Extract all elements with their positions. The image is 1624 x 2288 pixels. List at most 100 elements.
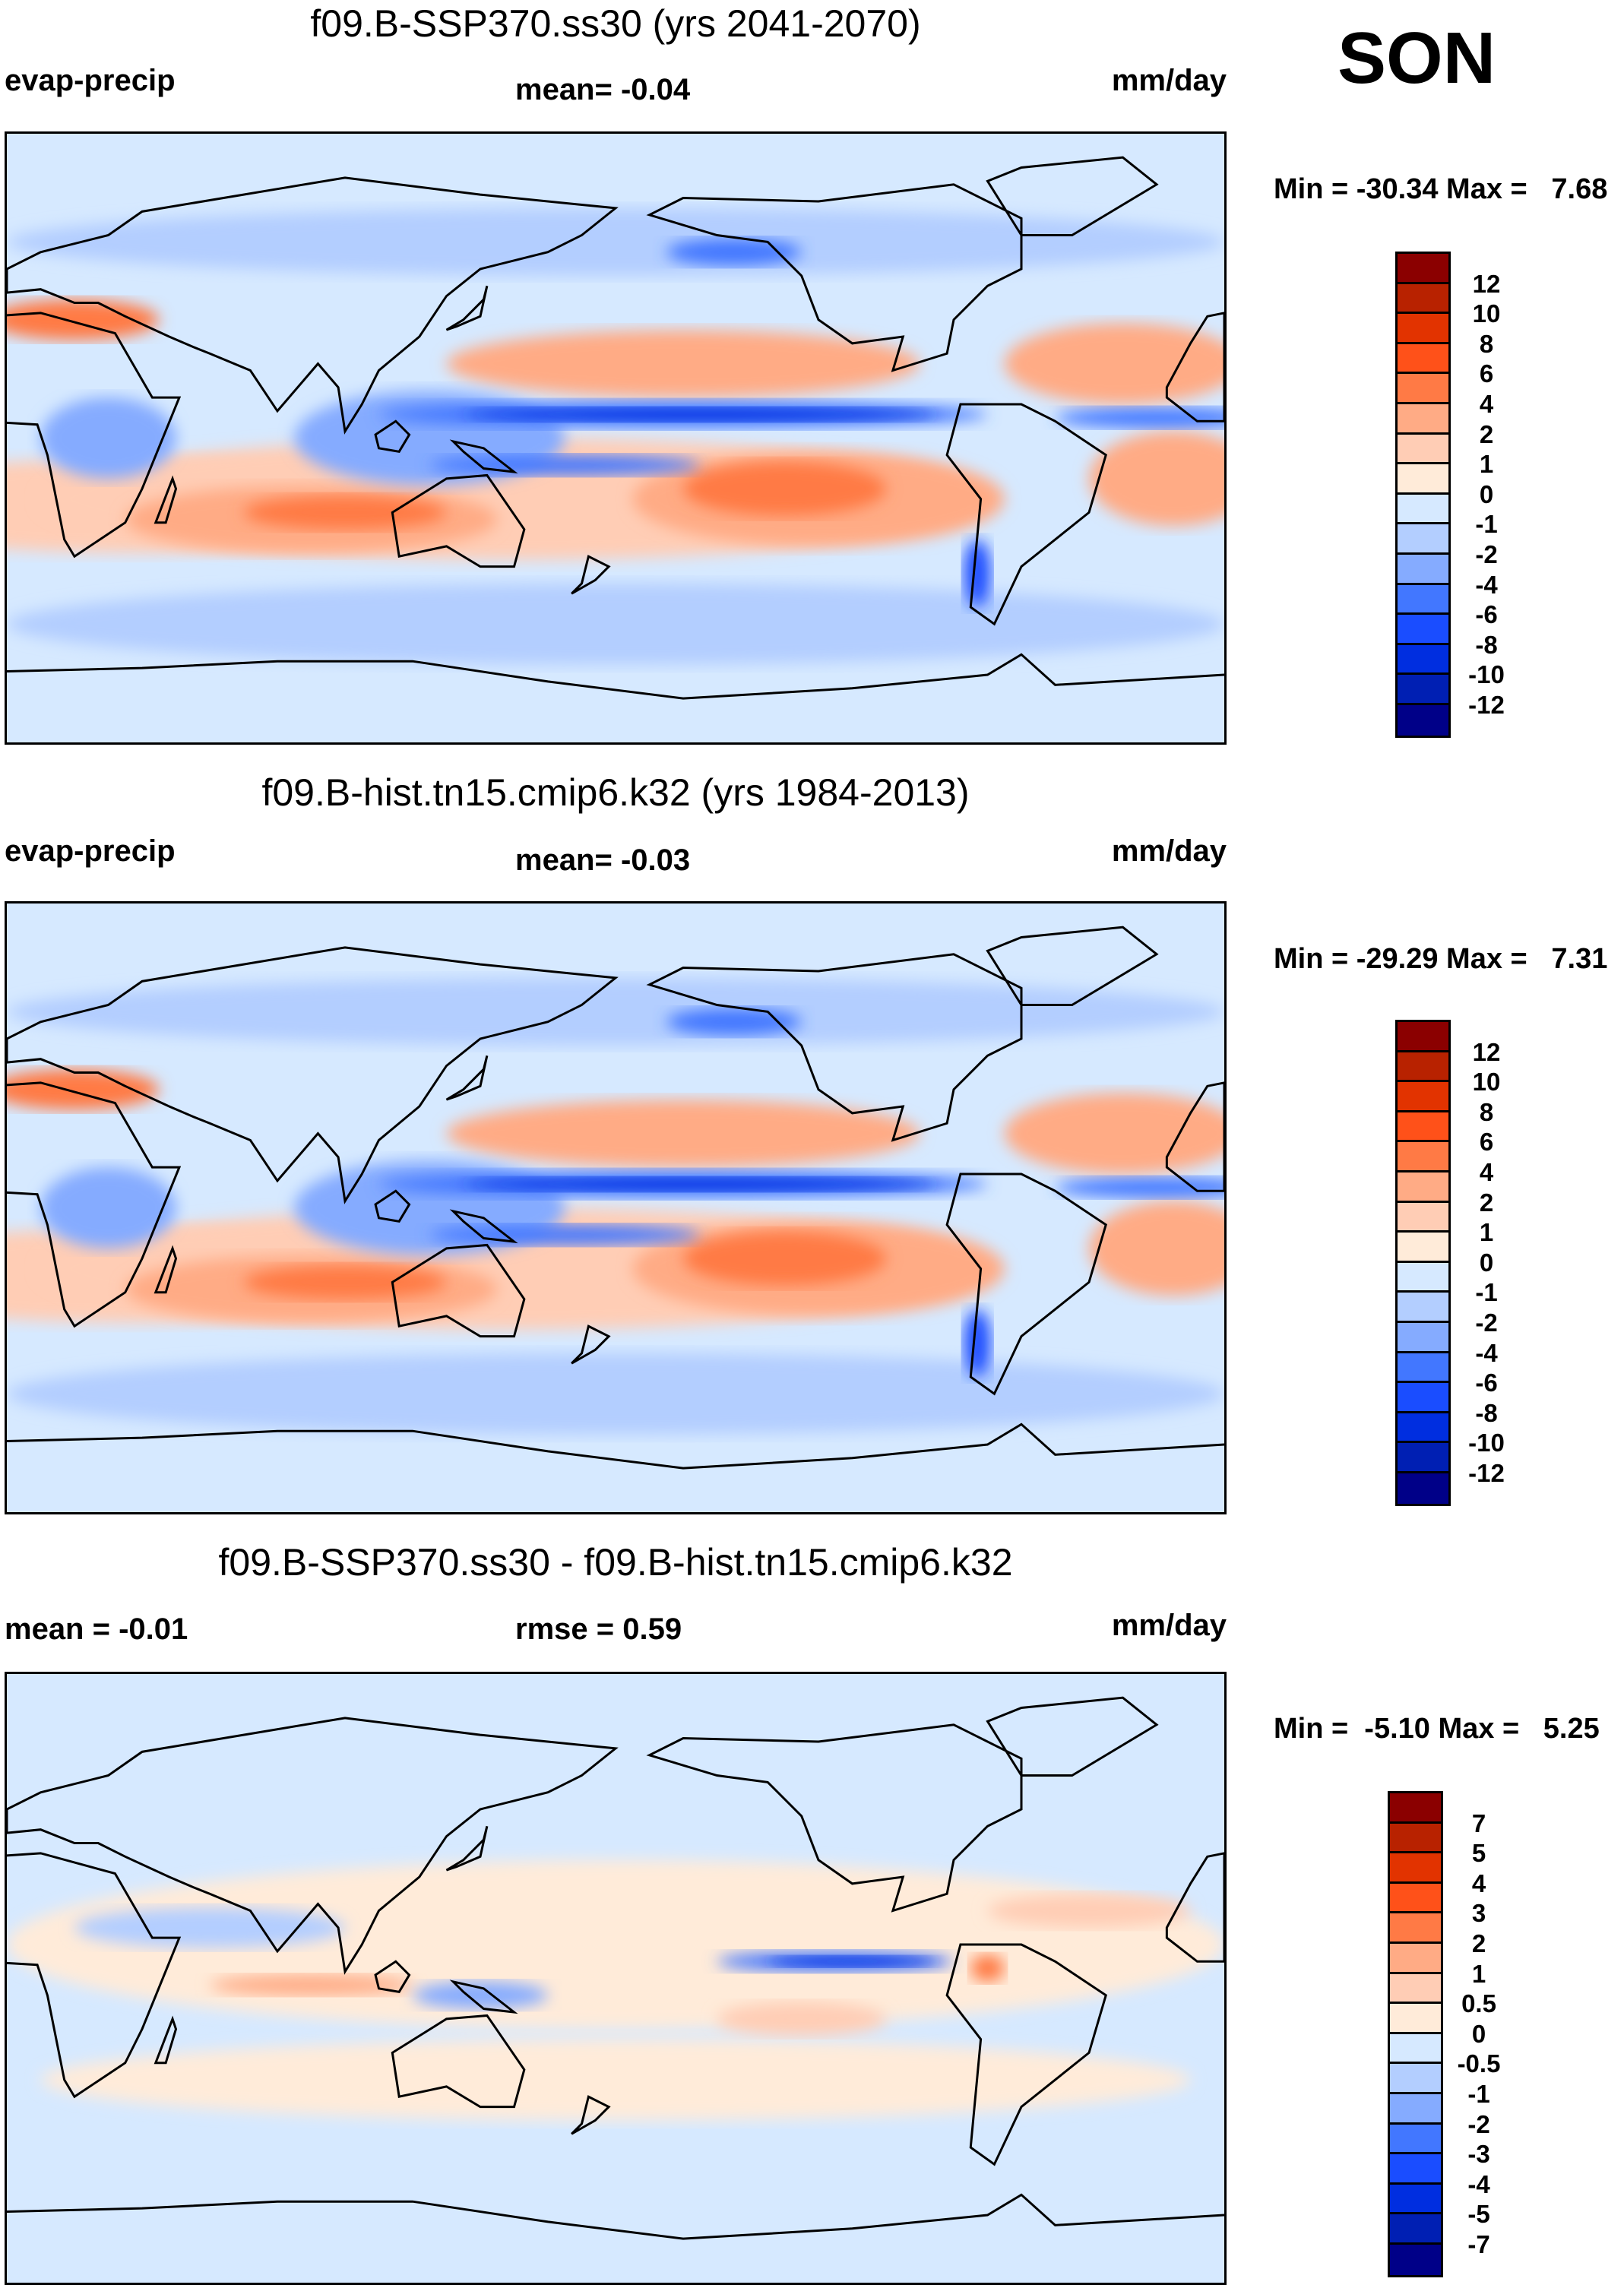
colorbar-box	[1398, 1443, 1448, 1473]
panel3-minmax: Min = -5.10 Max = 5.25	[1274, 1713, 1600, 1745]
colorbar-tick-label: 3	[1471, 1899, 1486, 1928]
colorbar-tick-label: 4	[1479, 1158, 1494, 1186]
colorbar-box	[1390, 1823, 1441, 1854]
panel1-variable: evap-precip	[5, 64, 176, 97]
contour-region	[768, 1956, 937, 1967]
contour-region	[243, 495, 447, 530]
colorbar-tick-label: 0	[1471, 2019, 1486, 2048]
colorbar-box	[1398, 1082, 1448, 1112]
colorbar-tick-label: 2	[1479, 419, 1494, 448]
colorbar-tick-label: -8	[1475, 1398, 1498, 1427]
colorbar-box	[1398, 644, 1448, 676]
coastline-greenland	[986, 1696, 1159, 1777]
colorbar-box	[1398, 1022, 1448, 1052]
colorbar-tick-label: 2	[1479, 1188, 1494, 1217]
panel2-minmax: Min = -29.29 Max = 7.31	[1274, 943, 1608, 975]
contour-region	[7, 977, 1224, 1046]
contour-region	[987, 1894, 1191, 1928]
contour-region	[964, 540, 991, 607]
panel2-units: mm/day	[1111, 834, 1227, 868]
colorbar-tick-label: 10	[1472, 1068, 1501, 1097]
panel3-units: mm/day	[1111, 1609, 1227, 1642]
colorbar-tick-label: -3	[1467, 2140, 1490, 2169]
colorbar-tick-label: 1	[1471, 1959, 1486, 1988]
colorbar-box	[1390, 1913, 1441, 1944]
colorbar-box	[1398, 1413, 1448, 1444]
colorbar-box	[1390, 2184, 1441, 2215]
contour-region	[970, 1954, 1005, 1982]
colorbar-tick-label: 4	[1479, 390, 1494, 418]
contour-region	[7, 1069, 160, 1110]
colorbar-box	[1398, 1202, 1448, 1233]
contour-region	[1055, 407, 1224, 429]
coastline-namerica	[646, 953, 1023, 1142]
colorbar-tick-label: -1	[1467, 2080, 1490, 2108]
coastline-eurasia	[7, 1717, 619, 1975]
coastline-madagascar	[154, 1245, 178, 1294]
colorbar-box	[1398, 343, 1448, 375]
colorbar-box	[1398, 1172, 1448, 1203]
coastline-australia	[391, 473, 526, 568]
contour-region	[666, 238, 802, 266]
coastline-newguinea	[449, 1979, 518, 2014]
coastline-australia	[391, 2014, 526, 2109]
colorbar-box	[1398, 524, 1448, 555]
colorbar-box	[1398, 494, 1448, 525]
colorbar-tick-label: 4	[1471, 1869, 1486, 1897]
contour-region	[463, 1177, 937, 1191]
colorbar-box	[1390, 2154, 1441, 2185]
contour-region	[683, 1231, 886, 1286]
colorbar-tick-label: 8	[1479, 329, 1494, 358]
contour-region	[666, 1008, 802, 1036]
colorbar-box	[1398, 615, 1448, 645]
colorbar-box	[1398, 704, 1448, 736]
contour-region	[40, 1167, 176, 1248]
contour-region	[7, 207, 1224, 276]
panel3-title: f09.B-SSP370.ss30 - f09.B-hist.tn15.cmip…	[218, 1541, 1013, 1584]
panel2-mean: mean= -0.03	[515, 843, 691, 877]
colorbar-tick-label: 12	[1472, 269, 1501, 298]
contour-region	[1089, 431, 1224, 527]
colorbar-box	[1398, 464, 1448, 495]
colorbar-tick-label: -4	[1475, 570, 1498, 599]
coastline-africa	[7, 312, 182, 559]
coastline-africa	[7, 1081, 182, 1328]
coastline-newguinea	[449, 439, 518, 474]
colorbar-tick-label: -1	[1475, 510, 1498, 539]
panel1-map	[5, 131, 1227, 745]
colorbar-box	[1398, 254, 1448, 284]
colorbar-box	[1398, 1262, 1448, 1293]
colorbar-tick-label: 2	[1471, 1929, 1486, 1957]
coastline-africa2	[1165, 1852, 1224, 1963]
panel2-variable: evap-precip	[5, 834, 176, 868]
colorbar-box	[1390, 1883, 1441, 1914]
contour-region	[1089, 1201, 1224, 1296]
colorbar-tick-label: -6	[1475, 600, 1498, 629]
colorbar-tick-label: -12	[1468, 691, 1505, 719]
panel1-minmax: Min = -30.34 Max = 7.68	[1274, 173, 1608, 205]
colorbar-box	[1398, 314, 1448, 344]
coastline-australia	[391, 1243, 526, 1338]
colorbar-tick-label: 5	[1471, 1839, 1486, 1868]
colorbar-tick-label: 10	[1472, 299, 1501, 328]
colorbar-box	[1398, 434, 1448, 465]
colorbar-tick-label: -4	[1467, 2169, 1490, 2198]
panel3-mean: mean = -0.01	[5, 1612, 188, 1646]
colorbar-tick-label: -0.5	[1457, 2049, 1501, 2078]
colorbar-box	[1390, 2244, 1441, 2275]
colorbar-tick-label: 8	[1479, 1097, 1494, 1126]
contour-region	[1055, 1177, 1224, 1198]
coastline-samerica	[945, 1172, 1108, 1396]
coastline-africa2	[1165, 312, 1224, 422]
coastline-japan	[445, 1825, 489, 1872]
coastline-namerica	[646, 1723, 1023, 1913]
panel1-title: f09.B-SSP370.ss30 (yrs 2041-2070)	[310, 2, 921, 45]
coastline-madagascar	[154, 2015, 178, 2065]
contour-region	[683, 461, 886, 516]
coastline-greenland	[986, 926, 1159, 1006]
colorbar-box	[1390, 2004, 1441, 2034]
contour-region	[964, 1309, 991, 1377]
coastline-newguinea	[449, 1209, 518, 1244]
season-label: SON	[1338, 17, 1496, 99]
colorbar-tick-label: 0.5	[1461, 1989, 1496, 2018]
